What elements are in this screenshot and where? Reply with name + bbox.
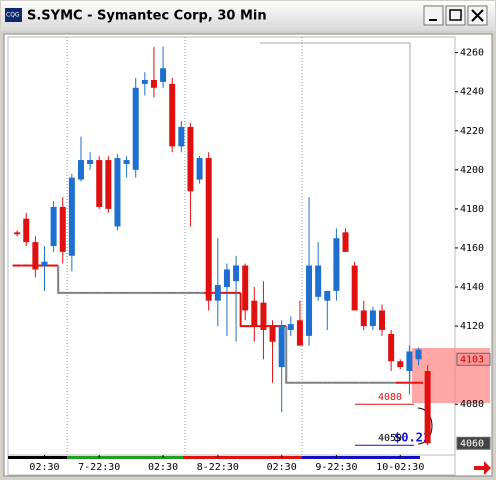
title-bar (1, 1, 495, 31)
minimize-button[interactable] (423, 5, 444, 26)
y-tick-label: 4200 (460, 165, 484, 176)
level-label: 4059 (378, 433, 402, 444)
candle-body (296, 320, 303, 346)
candle-body (169, 83, 176, 147)
candle-body (214, 285, 221, 301)
stop-line (285, 326, 296, 384)
maximize-button[interactable] (445, 5, 466, 26)
close-icon (471, 9, 484, 22)
candle-body (324, 290, 331, 301)
session-bar (67, 456, 183, 459)
candle-body (178, 126, 185, 147)
candle-body (251, 300, 258, 327)
candle-body (315, 265, 322, 297)
candle-body (269, 326, 276, 342)
curve-mark (417, 407, 433, 445)
x-tick-label: 8-22:30 (197, 462, 239, 473)
candle-body (187, 126, 194, 192)
candle-body (287, 324, 294, 330)
x-tick-label: 02:30 (267, 462, 297, 473)
stop-outline (260, 42, 411, 382)
y-tick-label: 4080 (460, 399, 484, 410)
window-title: S.SYMC - Symantec Corp, 30 Min (27, 9, 267, 24)
x-tick-label: 9-22:30 (315, 462, 357, 473)
candle-body (141, 79, 148, 84)
candle-body (32, 242, 39, 270)
candle-body (397, 361, 404, 368)
candle-body (14, 232, 21, 235)
candle-body (205, 158, 212, 301)
session-bar (302, 456, 420, 459)
price-marker (456, 436, 491, 450)
candle-body (132, 87, 139, 170)
icon-text: CQG (6, 12, 20, 19)
y-tick-label: 4240 (460, 87, 484, 98)
y-tick-label: 4160 (460, 243, 484, 254)
candle-body (59, 206, 66, 252)
candle-body (50, 206, 57, 246)
x-tick-label: 7-22:30 (78, 462, 120, 473)
session-bar (183, 456, 302, 459)
x-tick-label: 10-02:30 (376, 462, 424, 473)
x-tick-label: 02:30 (29, 462, 59, 473)
session-bar (8, 456, 67, 459)
candle-body (96, 160, 103, 207)
y-tick-label: 4220 (460, 126, 484, 137)
candle-body (342, 232, 349, 252)
candle-body (87, 160, 94, 164)
candle-body (233, 265, 240, 282)
candle-body (260, 302, 267, 330)
maximize-icon (449, 9, 462, 21)
window-buttons[interactable] (423, 5, 488, 26)
stop-line (57, 265, 68, 294)
scroll-arrow[interactable] (474, 461, 491, 475)
candle-body (333, 238, 340, 291)
candle-body (41, 261, 48, 266)
candle-body (351, 265, 358, 311)
candle-body (415, 349, 422, 360)
price-marker (456, 352, 491, 366)
candle-body (150, 79, 157, 88)
y-tick-label: 4180 (460, 204, 484, 215)
candle-body (114, 158, 121, 227)
candle-body (242, 265, 249, 311)
candle-body (406, 351, 413, 372)
candle-body (77, 160, 84, 180)
candle-body (123, 160, 130, 164)
candle-body (424, 371, 431, 444)
candle-body (105, 160, 112, 209)
candle-body (196, 158, 203, 180)
y-tick-label: 4140 (460, 282, 484, 293)
candle-body (68, 177, 75, 256)
candle-body (223, 269, 230, 288)
candle-body (160, 68, 167, 82)
price-marker-label: 4060 (460, 438, 484, 449)
change-label: $0.21 (394, 431, 430, 445)
candle-body (278, 326, 285, 368)
time-axis (7, 454, 456, 476)
candle-body (388, 333, 395, 362)
session-lines (66, 37, 303, 455)
candle-body (379, 310, 386, 330)
candle-body (306, 265, 313, 336)
level-label: 4080 (378, 392, 402, 403)
x-tick-label: 02:30 (148, 462, 178, 473)
candle-body (360, 310, 367, 327)
y-tick-label: 4260 (460, 48, 484, 59)
price-marker-label: 4103 (460, 354, 484, 365)
candle-body (369, 310, 376, 327)
y-tick-label: 4120 (460, 321, 484, 332)
plot-area (7, 36, 456, 456)
app-icon (5, 8, 22, 22)
stop-line (239, 292, 250, 328)
candle-body (23, 218, 30, 243)
